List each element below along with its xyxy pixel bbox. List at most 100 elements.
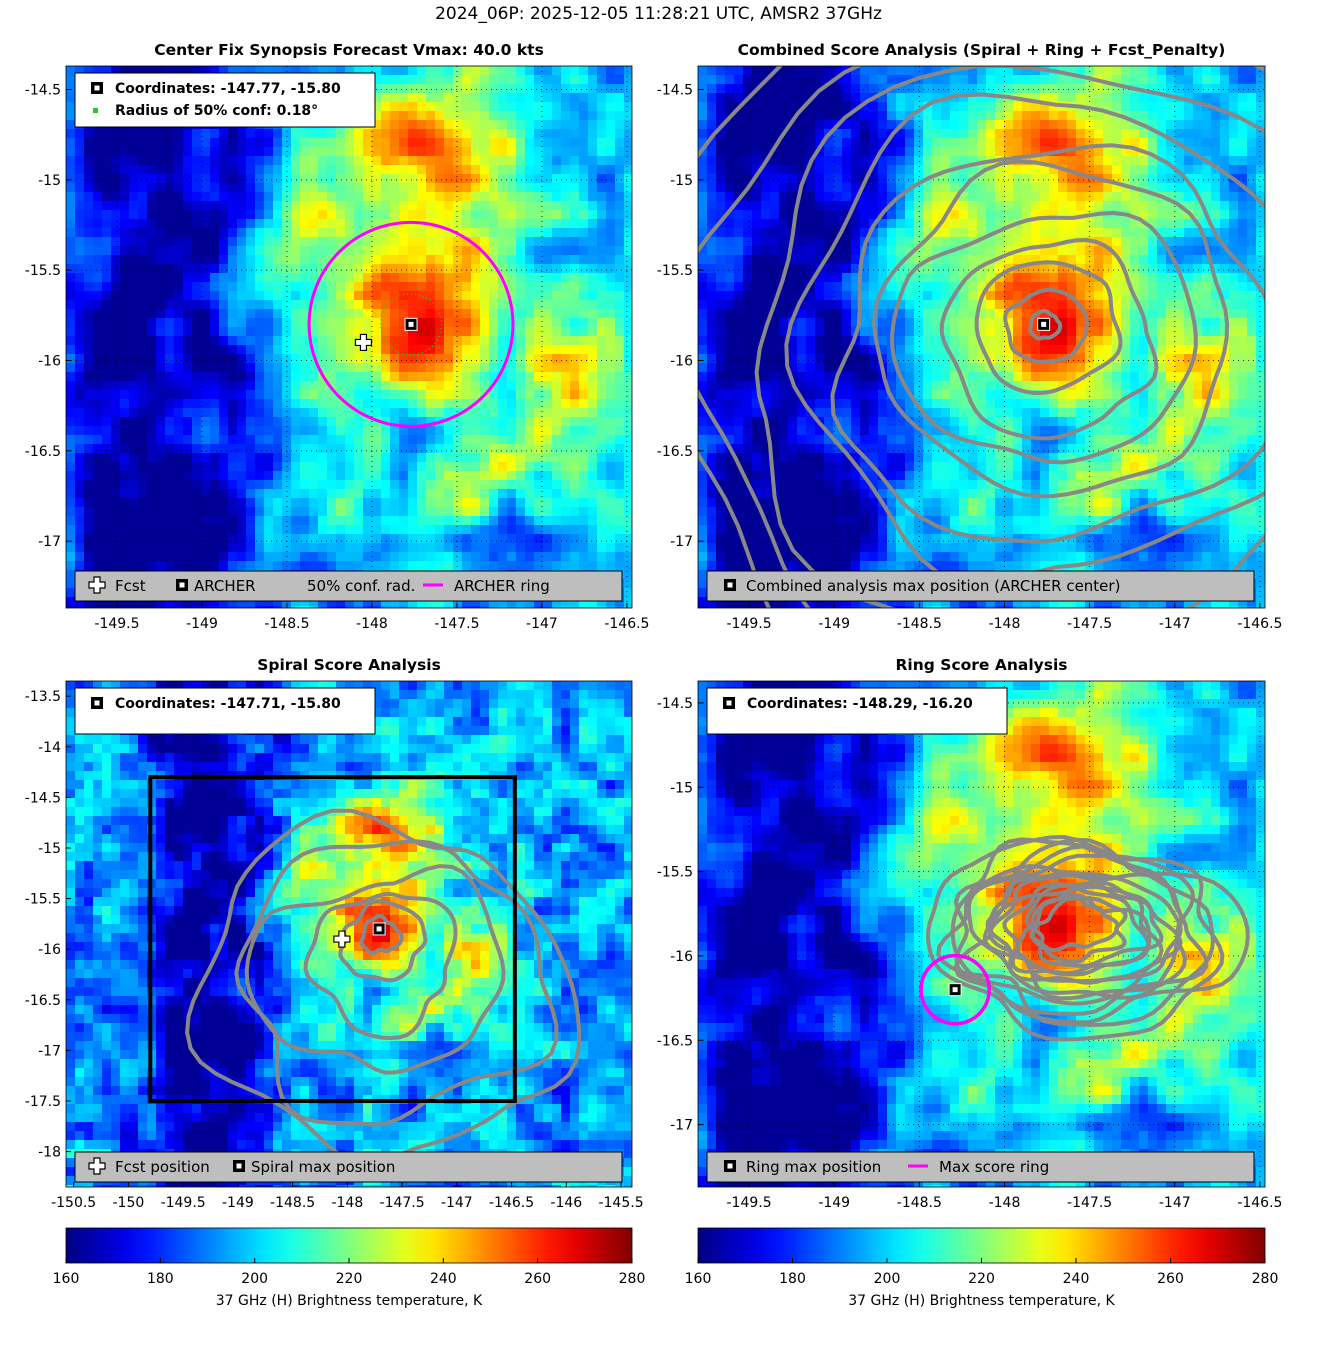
colorbar-tick-label: 160 — [685, 1271, 712, 1287]
x-tick-label: -146 — [550, 1195, 582, 1211]
panel-combined: -149.5 -149 -148.5 -148 -147.5 -147 -146.5 -14.… — [657, 41, 1283, 632]
contour-line — [1028, 308, 1063, 341]
y-tick-label: -16.5 — [25, 444, 61, 460]
legend-box — [706, 1151, 1255, 1183]
x-tick-label: -148 — [989, 1195, 1021, 1211]
legend: Ring max position Max score ring — [706, 1151, 1255, 1183]
x-tick-label: -146.5 — [489, 1195, 534, 1211]
legend-box — [706, 570, 1255, 602]
axes-frame — [697, 65, 1266, 609]
x-tick-label: -148 — [356, 616, 388, 632]
archer-ring — [307, 220, 515, 428]
brightness-heatmap — [66, 66, 632, 608]
x-tick-label: -148.5 — [264, 616, 309, 632]
legend: Fcst position Spiral max position — [74, 1151, 623, 1183]
info-text: Radius of 50% conf: 0.18° — [115, 103, 318, 119]
info-box — [74, 687, 376, 735]
legend-label: Fcst — [115, 577, 146, 595]
x-tick-label: -149.5 — [161, 1195, 206, 1211]
contour-line — [872, 159, 1230, 499]
y-tick-label: -16 — [670, 949, 693, 965]
conf-dot-icon — [93, 108, 98, 113]
y-tick-label: -14.5 — [657, 82, 693, 98]
y-tick-label: -15.5 — [25, 892, 61, 908]
x-tick-label: -150.5 — [51, 1195, 96, 1211]
colorbar-label: 37 GHz (H) Brightness temperature, K — [848, 1293, 1115, 1309]
search-box — [148, 775, 517, 1103]
x-tick-label: -145.5 — [598, 1195, 643, 1211]
y-tick-label: -15 — [670, 780, 693, 796]
contour-line — [936, 837, 1215, 1027]
colorbar-tick-label: 260 — [524, 1271, 551, 1287]
y-tick-label: -16.5 — [25, 993, 61, 1009]
x-tick-label: -149 — [186, 616, 218, 632]
x-tick-label: -147 — [1159, 616, 1191, 632]
axes-frame — [697, 680, 1266, 1188]
colorbar-tick-label: 160 — [53, 1271, 80, 1287]
colorbar-label: 37 GHz (H) Brightness temperature, K — [216, 1293, 483, 1309]
contour-line — [359, 913, 404, 956]
x-tick-label: -147.5 — [1067, 1195, 1112, 1211]
colorbar-tick-label: 200 — [241, 1271, 268, 1287]
info-center-icon-inner — [94, 700, 100, 706]
info-center-icon-inner — [94, 85, 100, 91]
axes-frame — [65, 680, 633, 1188]
y-tick-label: -15 — [38, 841, 61, 857]
legend-label: Max score ring — [939, 1158, 1049, 1176]
colorbar-gradient — [65, 1227, 633, 1264]
x-tick-label: -148.5 — [897, 1195, 942, 1211]
colorbar-tick-label: 220 — [336, 1271, 363, 1287]
confidence-radius — [379, 293, 443, 356]
contour-line — [974, 260, 1123, 395]
x-tick-label: -146.5 — [1237, 616, 1282, 632]
panel-ring: -149.5 -149 -148.5 -148 -147.5 -147 -146.5 -14.… — [657, 656, 1283, 1211]
x-tick-label: -147.5 — [1067, 616, 1112, 632]
brightness-heatmap — [698, 681, 1265, 1187]
contour-line — [234, 839, 559, 1127]
colorbar-right: 160 180 200 220 240 260 280 37 GHz (H) Brightne… — [685, 1227, 1278, 1309]
x-tick-label: -149.5 — [727, 1195, 772, 1211]
figure-title: 2024_06P: 2025-12-05 11:28:21 UTC, AMSR2… — [435, 4, 882, 24]
panel-title: Ring Score Analysis — [896, 656, 1068, 674]
colorbar-tick-label: 180 — [147, 1271, 174, 1287]
x-tick-label: -148 — [331, 1195, 363, 1211]
colorbar-tick-label: 180 — [779, 1271, 806, 1287]
x-tick-label: -147 — [1159, 1195, 1191, 1211]
legend-label: ARCHER — [194, 577, 256, 595]
y-tick-label: -16.5 — [657, 1033, 693, 1049]
x-tick-label: -148.5 — [897, 616, 942, 632]
y-tick-label: -17.5 — [25, 1094, 61, 1110]
brightness-heatmap — [698, 66, 1265, 608]
y-tick-label: -18 — [38, 1145, 61, 1161]
x-tick-label: -148.5 — [270, 1195, 315, 1211]
info-text: Coordinates: -147.77, -15.80 — [115, 81, 341, 97]
x-tick-label: -149 — [818, 616, 850, 632]
colorbar-tick-label: 240 — [430, 1271, 457, 1287]
y-tick-label: -15 — [670, 173, 693, 189]
info-box — [706, 687, 1008, 735]
info-text: Coordinates: -147.71, -15.80 — [115, 696, 341, 712]
contour-line — [303, 891, 458, 1040]
contour-line — [830, 143, 1265, 544]
legend-label: Spiral max position — [251, 1158, 395, 1176]
y-tick-label: -14.5 — [25, 82, 61, 98]
x-tick-label: -150 — [113, 1195, 145, 1211]
y-tick-label: -15.5 — [657, 263, 693, 279]
panel-title: Combined Score Analysis (Spiral + Ring +… — [738, 41, 1226, 59]
legend-label: ARCHER ring — [454, 577, 550, 595]
forecast-marker — [354, 333, 373, 352]
legend-plus-icon — [88, 1157, 106, 1175]
legend-center-icon-inner — [179, 582, 185, 588]
center-marker-inner — [952, 987, 958, 993]
contour-line — [1002, 882, 1151, 976]
contour-line — [784, 92, 1265, 585]
legend-label: Fcst position — [115, 1158, 210, 1176]
panel-title: Spiral Score Analysis — [257, 656, 441, 674]
y-tick-label: -14.5 — [25, 790, 61, 806]
x-tick-label: -148 — [989, 616, 1021, 632]
legend-label: Ring max position — [746, 1158, 881, 1176]
info-box — [74, 72, 376, 128]
legend-center-icon-inner — [727, 1163, 733, 1169]
y-tick-label: -16 — [670, 353, 693, 369]
